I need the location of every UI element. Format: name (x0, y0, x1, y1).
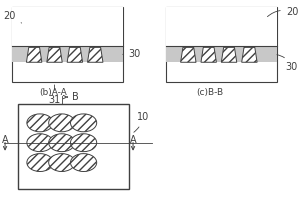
Bar (12, 7, 123, 46)
Text: 10: 10 (134, 112, 150, 132)
Polygon shape (242, 47, 257, 62)
Circle shape (49, 154, 75, 171)
Bar (167, 46, 277, 62)
Polygon shape (181, 47, 196, 62)
Polygon shape (67, 47, 83, 62)
Bar (167, 7, 277, 46)
Text: 31: 31 (48, 95, 61, 105)
Polygon shape (26, 47, 42, 62)
Text: A: A (130, 135, 136, 145)
Circle shape (49, 114, 75, 132)
Circle shape (27, 114, 53, 132)
Bar (167, 7, 277, 82)
Circle shape (27, 134, 53, 152)
Bar (12, 46, 123, 62)
Text: B: B (72, 92, 79, 102)
Text: A: A (2, 135, 8, 145)
Circle shape (49, 134, 75, 152)
Polygon shape (47, 47, 62, 62)
Circle shape (27, 154, 53, 171)
Text: (c)B-B: (c)B-B (196, 88, 224, 97)
Text: (b)A-A: (b)A-A (39, 88, 67, 97)
Polygon shape (221, 47, 237, 62)
Polygon shape (201, 47, 216, 62)
Circle shape (70, 154, 97, 171)
Text: 30: 30 (277, 55, 298, 72)
Circle shape (70, 114, 97, 132)
Text: 30: 30 (123, 49, 141, 59)
Bar (12, 7, 123, 82)
Text: 20: 20 (4, 11, 22, 23)
Bar (18, 104, 129, 189)
Text: 20: 20 (267, 7, 298, 17)
Polygon shape (88, 47, 103, 62)
Circle shape (70, 134, 97, 152)
